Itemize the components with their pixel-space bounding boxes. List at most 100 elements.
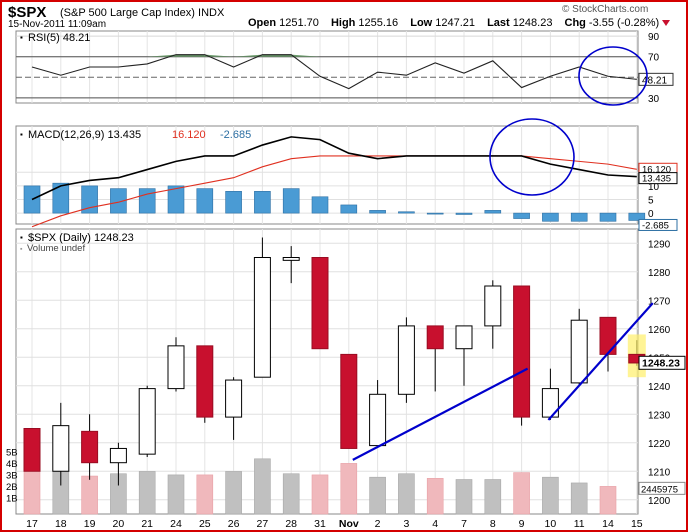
volume-bar bbox=[138, 471, 156, 515]
volume-bar bbox=[196, 474, 214, 515]
open-value: 1251.70 bbox=[279, 17, 319, 29]
quote-bar: Open 1251.70 High 1255.16 Low 1247.21 Last 1… bbox=[248, 17, 671, 29]
volume-bar bbox=[254, 458, 271, 515]
macd-hist-tag bbox=[638, 218, 678, 231]
brand-logo: © StockCharts.com bbox=[562, 4, 649, 15]
macd-signal-tag-text: 16.120 bbox=[642, 164, 671, 175]
macd-line bbox=[31, 136, 637, 201]
price-tick-label: 1220 bbox=[648, 439, 671, 450]
x-tick-label: 10 bbox=[545, 518, 557, 530]
candle-body bbox=[570, 319, 588, 384]
volume-bar bbox=[484, 479, 502, 515]
rsi-tick-label: 90 bbox=[648, 32, 660, 43]
candle-body bbox=[484, 285, 502, 327]
volume-bar bbox=[340, 463, 358, 515]
candle-body bbox=[253, 257, 271, 378]
volume-bar bbox=[398, 473, 415, 515]
macd-histogram-bar bbox=[484, 210, 502, 214]
rsi-label: RSI(5) 48.21 bbox=[28, 32, 90, 44]
trendline-nov bbox=[352, 367, 529, 461]
candle-body bbox=[455, 325, 473, 350]
candle-body bbox=[167, 345, 185, 390]
x-tick-label: 2 bbox=[375, 518, 381, 530]
macd-hist-tag-text: -2.685 bbox=[642, 220, 669, 231]
rsi-tick-label: 70 bbox=[648, 53, 660, 64]
low-label: Low bbox=[410, 17, 433, 29]
macd-tick-label: 10 bbox=[648, 182, 660, 193]
volume-bar bbox=[369, 476, 386, 515]
macd-histogram-bar bbox=[81, 185, 98, 214]
candle-body bbox=[196, 345, 214, 418]
high-label: High bbox=[330, 17, 356, 29]
macd-histogram-bar bbox=[225, 191, 242, 214]
volume-bar bbox=[311, 474, 329, 515]
volume-tick-label: 4B bbox=[6, 459, 18, 470]
volume-tick-label: 3B bbox=[6, 471, 18, 482]
rsi-annotation-circle bbox=[578, 46, 648, 106]
macd-histogram-bar bbox=[196, 188, 214, 214]
price-tick-label: 1280 bbox=[648, 268, 671, 279]
volume-legend-icon: ▪ bbox=[20, 246, 23, 253]
volume-bar bbox=[570, 482, 588, 515]
price-tick-label: 1210 bbox=[648, 467, 671, 478]
x-tick-label: 18 bbox=[55, 518, 67, 530]
chg-down-icon bbox=[662, 20, 671, 27]
price-label: $SPX (Daily) 1248.23 bbox=[28, 232, 134, 244]
price-tick-label: 1200 bbox=[648, 496, 671, 507]
macd-annotation-circle bbox=[489, 118, 575, 196]
macd-signal-label: 16.120 bbox=[172, 129, 206, 141]
macd-histogram-bar bbox=[455, 212, 473, 215]
price-tick-label: 1270 bbox=[648, 296, 671, 307]
x-tick-label: Nov bbox=[339, 518, 359, 530]
macd-histogram-bar bbox=[513, 212, 530, 219]
price-tick-label: 1260 bbox=[648, 325, 671, 336]
rsi-overbought-fill bbox=[204, 54, 234, 57]
candle-body bbox=[397, 325, 415, 395]
candle-body bbox=[340, 353, 358, 449]
x-tick-label: 14 bbox=[602, 518, 614, 530]
macd-tag-text: 13.435 bbox=[642, 174, 671, 185]
volume-bar bbox=[542, 476, 559, 515]
volume-bar bbox=[225, 471, 242, 515]
candle-body bbox=[23, 428, 41, 472]
exchange: INDX bbox=[198, 7, 225, 19]
candle-body bbox=[513, 285, 531, 418]
rsi-tag-text: 48.21 bbox=[642, 75, 667, 86]
macd-histogram-bar bbox=[138, 188, 156, 214]
low-value: 1247.21 bbox=[435, 17, 475, 29]
chg-value: -3.55 (-0.28%) bbox=[588, 17, 660, 29]
x-tick-label: 25 bbox=[199, 518, 211, 530]
volume-bar bbox=[282, 473, 300, 515]
volume-bar bbox=[81, 475, 98, 515]
x-tick-label: 27 bbox=[257, 518, 269, 530]
candle-body bbox=[369, 393, 387, 447]
macd-histogram-bar bbox=[369, 210, 386, 214]
volume-bar bbox=[599, 486, 617, 515]
macd-tick-label: 5 bbox=[648, 196, 654, 207]
macd-signal-line bbox=[31, 155, 637, 228]
x-tick-label: 20 bbox=[113, 518, 125, 530]
chg-label: Chg bbox=[564, 17, 586, 29]
symbol-name: (S&P 500 Large Cap Index) INDX bbox=[60, 7, 224, 19]
volume-bar bbox=[455, 479, 473, 515]
candle-body bbox=[599, 316, 617, 355]
candle-body bbox=[52, 425, 70, 472]
macd-histogram-bar bbox=[599, 212, 617, 222]
volume-tick-label: 5B bbox=[6, 448, 18, 459]
macd-label: MACD(12,26,9) 13.435 bbox=[28, 129, 141, 141]
macd-histogram-bar bbox=[110, 188, 127, 214]
macd-histogram-bar bbox=[311, 196, 329, 214]
symbol: $SPX bbox=[8, 4, 47, 21]
macd-histogram-bar bbox=[340, 204, 358, 214]
volume-tick-label: 2B bbox=[6, 482, 18, 493]
macd-legend-icon: ▪ bbox=[20, 130, 23, 139]
x-tick-label: 15 bbox=[631, 518, 643, 530]
macd-histogram-bar bbox=[398, 211, 415, 214]
x-tick-label: 28 bbox=[285, 518, 297, 530]
price-tick-label: 1290 bbox=[648, 239, 671, 250]
macd-histogram-bar bbox=[282, 188, 300, 214]
macd-hist-label: -2.685 bbox=[220, 129, 251, 141]
volume-tick-label: 1B bbox=[6, 494, 18, 505]
